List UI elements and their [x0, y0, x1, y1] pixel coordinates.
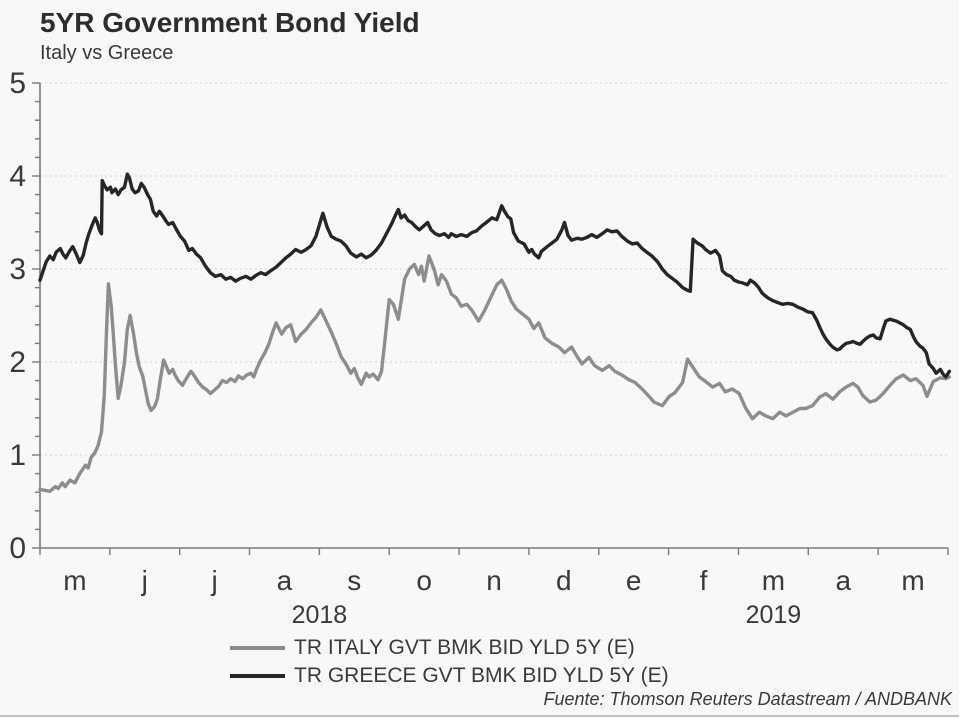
legend-label: TR ITALY GVT BMK BID YLD 5Y (E): [294, 636, 635, 659]
month-label: a: [277, 565, 293, 596]
month-label: n: [486, 565, 502, 596]
italy-yield-line: [38, 254, 952, 493]
bottom-divider: [0, 715, 959, 717]
month-label: s: [347, 565, 361, 596]
y-axis-label: 5: [9, 67, 26, 100]
chart-subtitle: Italy vs Greece: [40, 42, 174, 64]
month-label: j: [141, 565, 148, 596]
legend-label: TR GREECE GVT BMK BID YLD 5Y (E): [294, 664, 669, 687]
month-label: f: [700, 565, 708, 596]
month-label: m: [63, 565, 86, 596]
legend-line-swatch: [230, 674, 285, 678]
y-axis-label: 1: [9, 439, 26, 472]
year-label: 2018: [292, 601, 348, 629]
chart-legend: TR ITALY GVT BMK BID YLD 5Y (E) TR GREECE…: [230, 634, 669, 690]
legend-item-italy: TR ITALY GVT BMK BID YLD 5Y (E): [230, 634, 669, 662]
month-label: a: [835, 565, 851, 596]
source-attribution: Fuente: Thomson Reuters Datastream / AND…: [543, 689, 953, 709]
month-label: o: [416, 565, 432, 596]
month-label: j: [210, 565, 217, 596]
y-axis-label: 2: [9, 346, 26, 379]
greece-yield-line: [38, 172, 952, 379]
chart-title: 5YR Government Bond Yield: [40, 7, 420, 38]
month-label: d: [556, 565, 572, 596]
legend-item-greece: TR GREECE GVT BMK BID YLD 5Y (E): [230, 662, 669, 690]
month-label: e: [626, 565, 642, 596]
legend-line-swatch: [230, 646, 285, 650]
y-axis-label: 0: [9, 532, 26, 565]
month-label: m: [901, 565, 924, 596]
month-label: m: [762, 565, 785, 596]
y-axis-label: 4: [9, 160, 26, 193]
year-label: 2019: [746, 601, 802, 629]
y-axis-label: 3: [9, 253, 26, 286]
